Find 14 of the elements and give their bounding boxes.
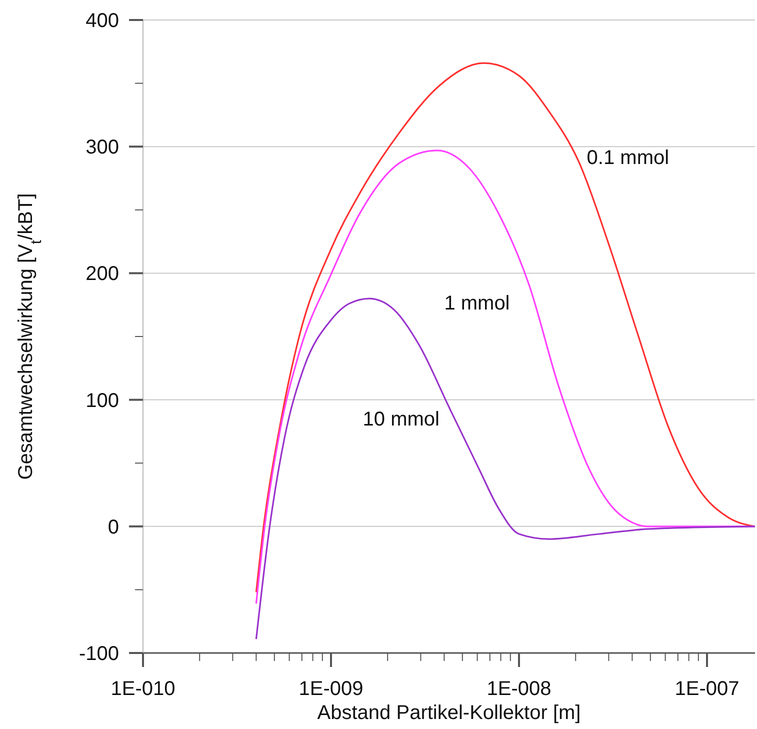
y-tick-label: 400	[86, 10, 119, 32]
x-tick-label: 1E-009	[298, 678, 364, 700]
series-label: 10 mmol	[362, 408, 440, 430]
x-axis-title: Abstand Partikel-Kollektor [m]	[317, 702, 581, 724]
x-tick-label: 1E-010	[110, 678, 176, 700]
x-tick-label: 1E-007	[674, 678, 740, 700]
y-tick-label: 100	[86, 390, 119, 412]
y-tick-label: 0	[108, 516, 119, 538]
x-tick-label: 1E-008	[486, 678, 552, 700]
y-tick-label: 200	[86, 263, 119, 286]
series-label: 1 mmol	[444, 292, 510, 315]
series-label: 0.1 mmol	[586, 146, 670, 169]
y-tick-label: -100	[78, 643, 119, 665]
y-tick-label: 300	[86, 136, 119, 159]
